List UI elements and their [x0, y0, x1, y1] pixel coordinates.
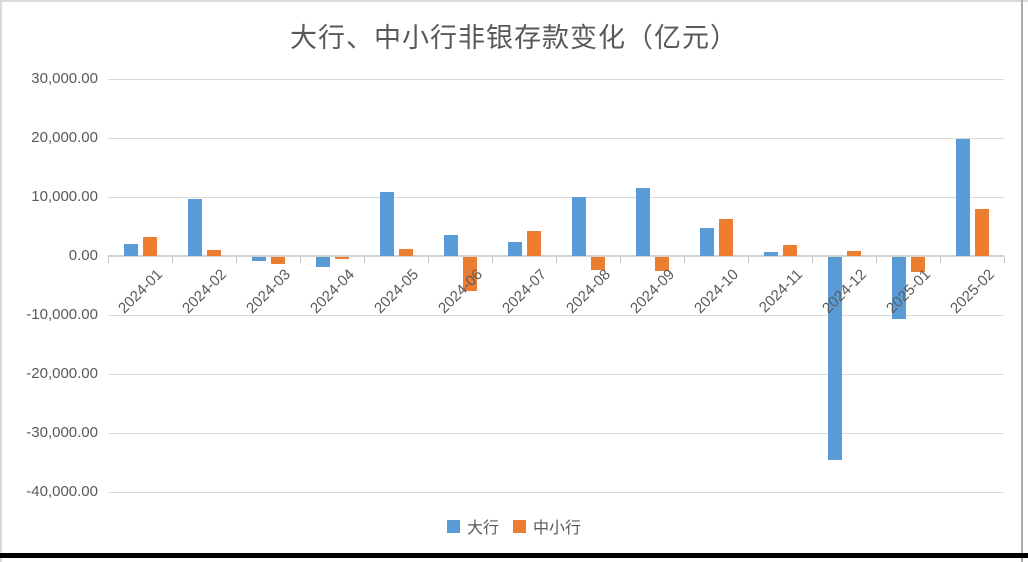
- x-axis-label: 2024-04: [307, 266, 359, 317]
- x-axis-label: 2024-08: [563, 266, 615, 317]
- legend-item-small-mid-banks: 中小行: [513, 514, 581, 538]
- legend-label-small-mid-banks: 中小行: [533, 520, 582, 537]
- x-axis-line: [108, 255, 1004, 257]
- bar-small-mid-banks-2024-02: [207, 250, 221, 256]
- bar-small-mid-banks-2025-01: [911, 257, 925, 272]
- bar-large-banks-2024-01: [124, 243, 138, 256]
- y-axis-label: -30,000.00: [26, 424, 98, 441]
- axis-tick: [812, 257, 813, 263]
- axis-tick: [364, 257, 365, 263]
- bar-large-banks-2025-02: [956, 138, 970, 256]
- bar-large-banks-2024-05: [380, 192, 394, 256]
- axis-tick: [748, 257, 749, 263]
- y-axis-label: 0.00: [68, 247, 98, 264]
- y-axis-label: 10,000.00: [31, 188, 98, 205]
- bar-small-mid-banks-2024-12: [847, 251, 861, 256]
- axis-tick: [492, 257, 493, 263]
- bar-small-mid-banks-2024-08: [591, 257, 605, 270]
- axis-tick: [556, 257, 557, 263]
- x-axis-label: 2024-03: [243, 266, 295, 317]
- legend-swatch-large-banks: [446, 519, 460, 533]
- bar-large-banks-2024-02: [188, 198, 202, 256]
- bar-large-banks-2024-06: [444, 234, 458, 256]
- legend-item-large-banks: 大行: [446, 514, 499, 538]
- bar-small-mid-banks-2024-10: [719, 218, 733, 256]
- legend: 大行 中小行: [0, 514, 1028, 538]
- axis-tick: [684, 257, 685, 263]
- x-axis-label: 2024-11: [755, 266, 807, 317]
- x-axis-label: 2025-02: [947, 266, 999, 317]
- x-axis-label: 2024-02: [179, 266, 231, 317]
- x-axis-label: 2024-05: [371, 266, 423, 317]
- bar-large-banks-2024-03: [252, 257, 266, 262]
- frame-border-left: [0, 0, 2, 562]
- chart-title: 大行、中小行非银存款变化（亿元）: [290, 23, 738, 53]
- gridline: [108, 79, 1004, 80]
- axis-tick: [108, 257, 109, 263]
- gridline: [108, 433, 1004, 434]
- axis-tick: [1004, 257, 1005, 263]
- gridline: [108, 374, 1004, 375]
- y-axis-label: -10,000.00: [26, 306, 98, 323]
- gridline: [108, 492, 1004, 493]
- x-axis-label: 2024-06: [435, 266, 487, 317]
- y-axis-label: 20,000.00: [31, 129, 98, 146]
- x-axis-label: 2024-09: [627, 266, 679, 317]
- bar-small-mid-banks-2024-03: [271, 257, 285, 265]
- bar-large-banks-2024-04: [316, 257, 330, 268]
- bar-large-banks-2024-12: [828, 257, 842, 460]
- bar-small-mid-banks-2024-11: [783, 244, 797, 256]
- axis-tick: [620, 257, 621, 263]
- x-axis-label: 2024-10: [691, 266, 743, 317]
- bar-large-banks-2024-07: [508, 241, 522, 256]
- y-axis-label: 30,000.00: [31, 70, 98, 87]
- frame-border-right: [1021, 0, 1023, 562]
- frame-border-bottom: [0, 553, 1028, 558]
- bar-small-mid-banks-2024-01: [143, 237, 157, 256]
- y-axis-label: -40,000.00: [26, 483, 98, 500]
- bar-small-mid-banks-2024-06: [463, 257, 477, 292]
- axis-tick: [876, 257, 877, 263]
- axis-tick: [236, 257, 237, 263]
- bar-small-mid-banks-2024-05: [399, 248, 413, 256]
- legend-swatch-small-mid-banks: [513, 519, 526, 533]
- axis-tick: [172, 257, 173, 263]
- gridline: [108, 197, 1004, 198]
- bar-large-banks-2024-10: [700, 228, 714, 256]
- bar-small-mid-banks-2025-02: [975, 209, 989, 256]
- bar-small-mid-banks-2024-09: [655, 257, 669, 272]
- axis-tick: [940, 257, 941, 263]
- gridline: [108, 138, 1004, 139]
- legend-label-large-banks: 大行: [466, 520, 499, 537]
- frame-border-top: [0, 0, 1028, 2]
- bar-large-banks-2024-09: [636, 188, 650, 256]
- bar-small-mid-banks-2024-07: [527, 230, 541, 256]
- x-axis-label: 2024-01: [115, 266, 167, 317]
- bar-small-mid-banks-2024-04: [335, 257, 349, 260]
- x-axis-label: 2024-07: [499, 266, 551, 317]
- axis-tick: [300, 257, 301, 263]
- gridline: [108, 315, 1004, 316]
- axis-tick: [428, 257, 429, 263]
- bar-large-banks-2025-01: [892, 257, 906, 319]
- bar-large-banks-2024-08: [572, 197, 586, 256]
- y-axis-label: -20,000.00: [26, 365, 98, 382]
- bar-large-banks-2024-11: [764, 251, 778, 256]
